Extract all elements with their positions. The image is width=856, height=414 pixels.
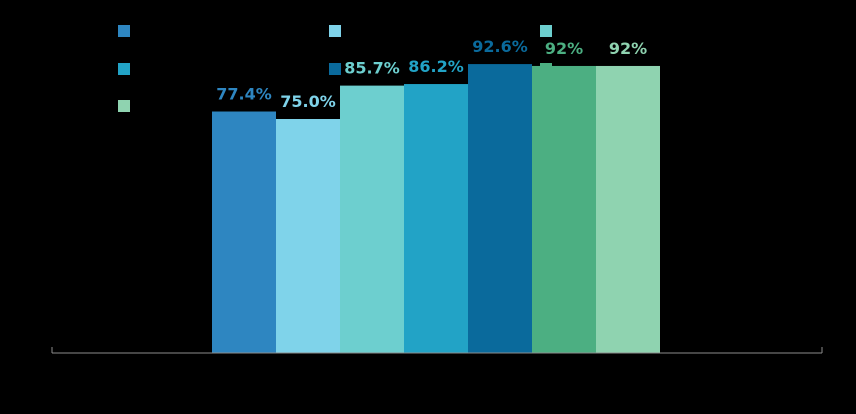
data-label-3: 85.7% <box>344 59 400 78</box>
bars-group <box>212 64 660 354</box>
data-label-7: 92% <box>609 39 647 58</box>
bar-2 <box>276 119 340 353</box>
legend-swatch-5 <box>329 63 341 75</box>
legend-swatch-1 <box>118 25 130 37</box>
data-label-6: 92% <box>545 39 583 58</box>
data-labels-group: 77.4% 75.0% 85.7% 86.2% 92.6% 92% 92% <box>216 37 647 111</box>
legend-swatch-7 <box>118 100 130 112</box>
legend-swatch-3 <box>540 25 552 37</box>
bar-7 <box>596 65 660 354</box>
bar-5 <box>468 64 532 353</box>
bar-6 <box>532 65 596 354</box>
data-label-2: 75.0% <box>280 92 336 111</box>
legend-swatch-4 <box>118 63 130 75</box>
data-label-5: 92.6% <box>472 37 528 56</box>
x-axis <box>51 347 823 354</box>
data-label-1: 77.4% <box>216 85 272 104</box>
bar-1 <box>212 111 276 354</box>
bar-4 <box>404 84 468 353</box>
data-label-4: 86.2% <box>408 57 464 76</box>
legend-swatch-2 <box>329 25 341 37</box>
bar-3 <box>340 85 404 353</box>
